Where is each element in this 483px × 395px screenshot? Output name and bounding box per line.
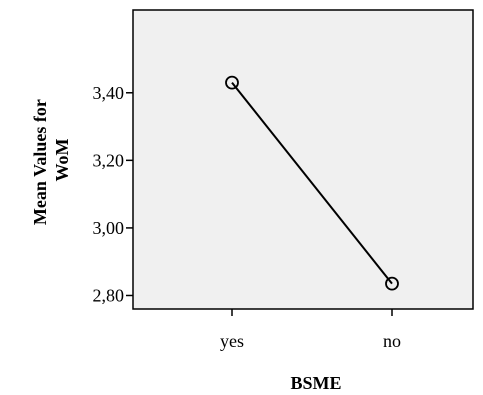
x-tick-label: yes (220, 331, 244, 351)
y-tick-label: 2,80 (93, 285, 125, 305)
x-axis: yes no (220, 309, 401, 351)
y-axis-title: Mean Values for WoM (30, 95, 72, 225)
plot-area-background (132, 9, 474, 310)
data-point (385, 276, 399, 291)
y-tick-label: 3,20 (93, 150, 125, 170)
series-layer (225, 75, 399, 291)
data-point (225, 75, 239, 90)
x-axis-title: BSME (290, 373, 341, 393)
y-tick-label: 3,40 (93, 83, 125, 103)
x-tick-label: no (383, 331, 401, 351)
y-tick-label: 3,00 (93, 218, 125, 238)
y-axis-title-line-2: WoM (52, 138, 72, 181)
series-line (231, 82, 393, 285)
y-axis: 2,80 3,00 3,20 3,40 (93, 83, 133, 305)
y-axis-title-line-1: Mean Values for (30, 99, 50, 225)
